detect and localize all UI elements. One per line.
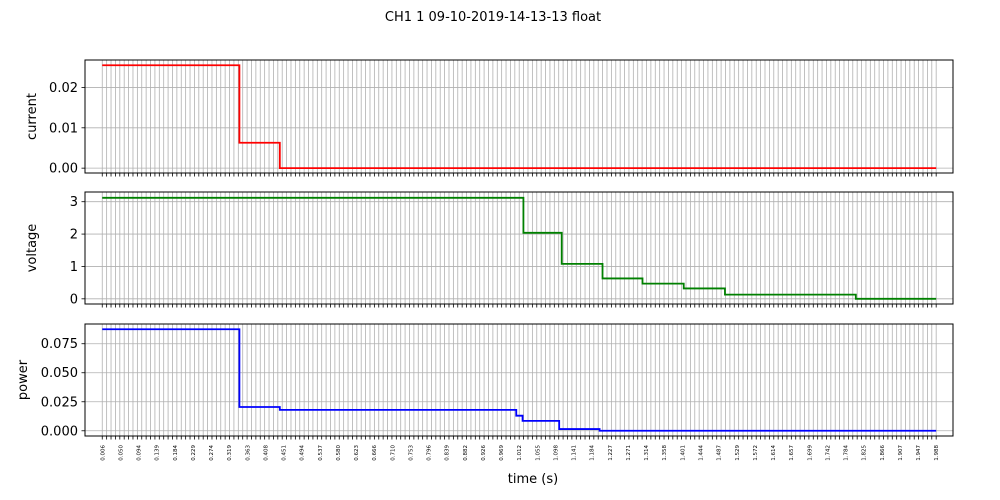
- x-tick-label: 1.529: [735, 445, 741, 461]
- series-voltage-line: [102, 196, 937, 300]
- x-tick-label: 1.657: [789, 445, 795, 461]
- y-tick-label: 0.000: [41, 424, 78, 439]
- x-tick-label: 0.094: [137, 445, 143, 461]
- y-tick-label: 0: [70, 292, 78, 307]
- x-tick-label: 0.710: [390, 445, 396, 461]
- y-tick-label: 0.01: [49, 121, 78, 136]
- x-tick-label: 1.401: [680, 445, 686, 461]
- y-tick-label: 1: [70, 260, 78, 275]
- x-tick-label: 0.839: [445, 445, 451, 461]
- x-tick-label: 0.050: [118, 445, 124, 461]
- x-tick-label: 0.184: [173, 445, 179, 461]
- x-tick-label: 0.623: [354, 445, 360, 461]
- x-tick-label: 1.988: [934, 445, 940, 461]
- x-tick-label: 1.487: [717, 445, 723, 461]
- x-tick-label: 0.494: [300, 445, 306, 461]
- x-tick-label: 1.314: [644, 445, 650, 461]
- x-tick-label: 1.184: [590, 445, 596, 461]
- x-tick-label: 0.451: [282, 445, 288, 461]
- figure-title: CH1 1 09-10-2019-14-13-13 float: [385, 10, 601, 25]
- x-tick-label: 0.408: [263, 445, 269, 461]
- x-tick-label: 0.537: [318, 445, 324, 461]
- x-tick-label: 1.907: [898, 445, 904, 461]
- y-axis-label: power: [16, 359, 31, 400]
- series-power-line: [102, 328, 937, 432]
- x-tick-label: 0.363: [245, 445, 251, 461]
- x-tick-label: 1.141: [572, 445, 578, 461]
- x-tick-label: 1.012: [517, 445, 523, 461]
- x-tick-label: 0.666: [372, 445, 378, 461]
- x-tick-label: 1.742: [825, 445, 831, 461]
- x-tick-labels: 0.006 0.050 0.094 0.139 0.184 0.229 0.274 0.319…: [100, 445, 940, 461]
- y-axis-label: current: [25, 93, 40, 140]
- x-tick-label: 1.784: [844, 445, 850, 461]
- vertical-gridlines: [101, 60, 937, 177]
- x-tick-label: 1.699: [807, 445, 813, 461]
- x-tick-label: 0.580: [336, 445, 342, 461]
- series-current-line: [102, 64, 937, 170]
- x-tick-label: 1.572: [753, 445, 759, 461]
- x-tick-label: 0.926: [481, 445, 487, 461]
- y-axis-label: voltage: [25, 224, 40, 273]
- x-tick-label: 1.444: [698, 445, 704, 461]
- y-tick-label: 2: [70, 228, 78, 243]
- x-tick-label: 0.139: [155, 445, 161, 461]
- y-tick-label: 0.00: [49, 162, 78, 177]
- y-tick-label: 0.050: [41, 366, 78, 381]
- x-tick-label: 0.796: [427, 445, 433, 461]
- subplot-power: 0.000 0.025 0.050 0.075 power 0.006 0.050 0.094…: [16, 323, 954, 461]
- x-tick-label: 0.753: [408, 445, 414, 461]
- y-tick-label: 3: [70, 195, 78, 210]
- x-tick-label: 0.229: [191, 445, 197, 461]
- axes-frame: [84, 191, 954, 305]
- x-tick-label: 1.358: [662, 445, 668, 461]
- x-tick-label: 1.055: [535, 445, 541, 461]
- x-tick-label: 0.274: [209, 445, 215, 461]
- x-tick-label: 0.006: [100, 445, 106, 461]
- vertical-gridlines: [101, 192, 937, 308]
- x-tick-label: 1.947: [916, 445, 922, 461]
- axes-frame: [84, 323, 954, 437]
- subplot-current: 0.00 0.01 0.02 current: [25, 59, 954, 177]
- y-tick-label: 0.02: [49, 81, 78, 96]
- x-tick-label: 0.969: [499, 445, 505, 461]
- x-tick-label: 1.227: [608, 445, 614, 461]
- vertical-gridlines: [101, 324, 937, 440]
- x-tick-label: 1.866: [880, 445, 886, 461]
- x-tick-label: 1.825: [862, 445, 868, 461]
- x-tick-label: 1.271: [626, 445, 632, 461]
- axes-frame: [84, 59, 954, 174]
- x-tick-label: 1.614: [771, 445, 777, 461]
- subplot-voltage: 0 1 2 3 voltage: [25, 191, 954, 308]
- x-tick-label: 0.319: [227, 445, 233, 461]
- y-tick-label: 0.025: [41, 395, 78, 410]
- x-tick-label: 1.098: [553, 445, 559, 461]
- x-tick-label: 0.882: [463, 445, 469, 461]
- y-tick-label: 0.075: [41, 337, 78, 352]
- x-axis-label: time (s): [508, 472, 558, 487]
